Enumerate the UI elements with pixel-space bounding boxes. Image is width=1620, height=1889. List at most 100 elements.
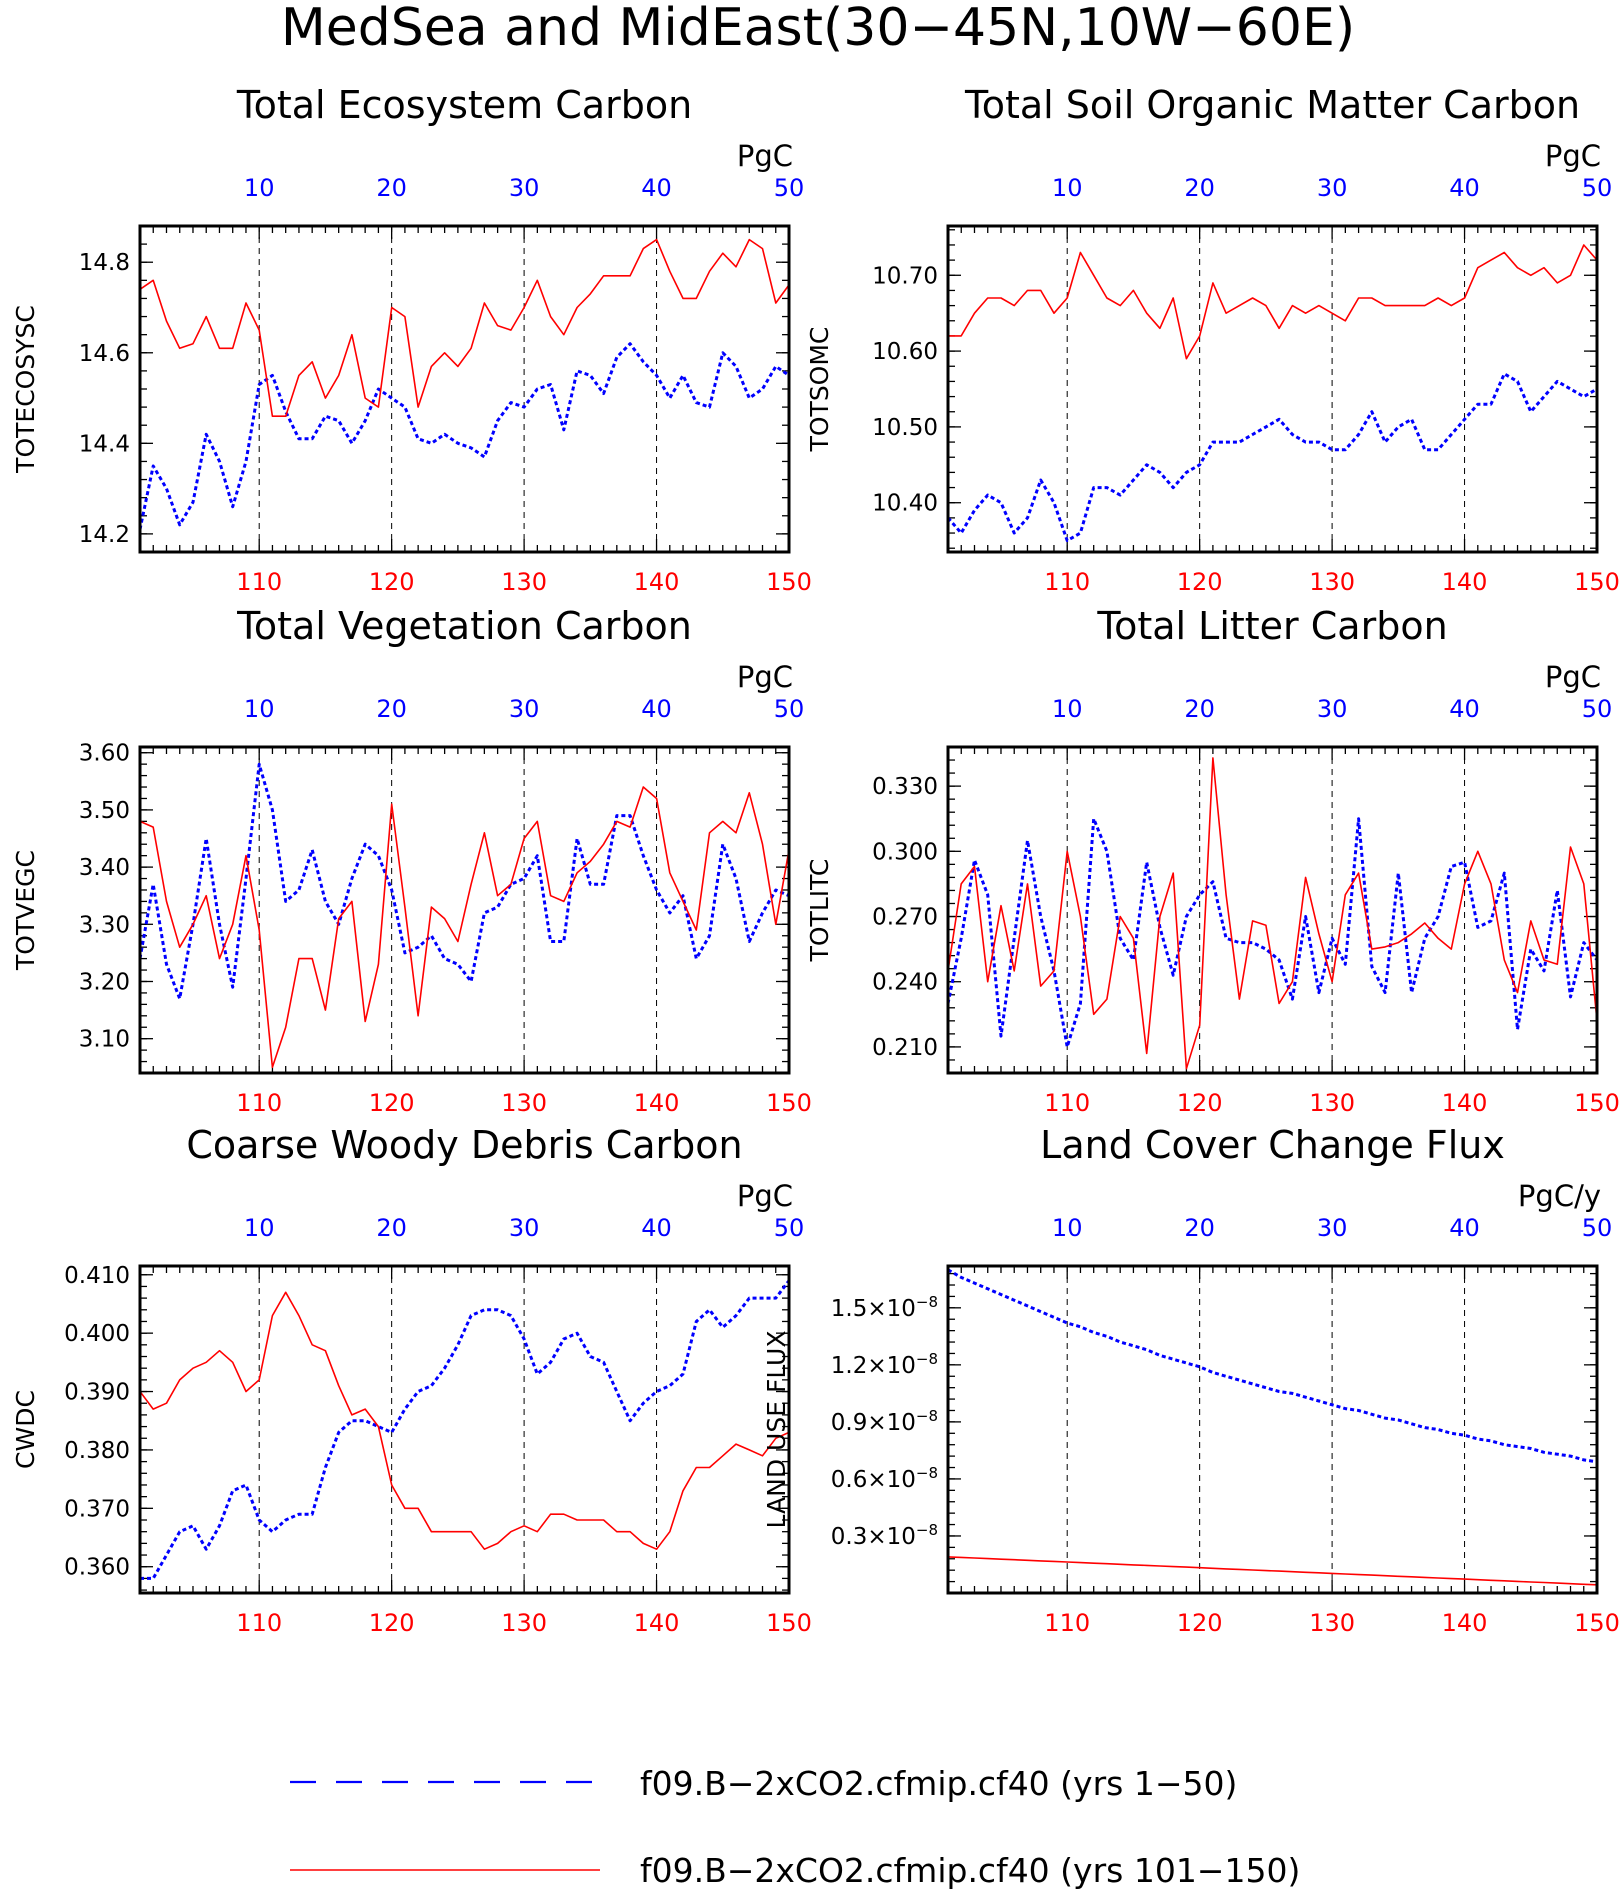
y-tick-label: 14.8 — [79, 250, 130, 276]
top-tick-label: 40 — [1449, 174, 1480, 202]
y-tick-label: 10.70 — [872, 263, 938, 289]
bottom-tick-label: 150 — [766, 568, 812, 596]
y-tick-label: 0.360 — [64, 1555, 130, 1581]
bottom-tick-label: 140 — [1442, 568, 1488, 596]
panel-title: Total Vegetation Carbon — [236, 604, 692, 648]
bottom-tick-label: 120 — [369, 568, 415, 596]
units-label: PgC — [1545, 139, 1601, 173]
top-tick-label: 30 — [1317, 1214, 1348, 1242]
bottom-tick-label: 120 — [369, 1609, 415, 1637]
legend-label-red: f09.B−2xCO2.cfmip.cf40 (yrs 101−150) — [640, 1851, 1300, 1889]
bottom-tick-label: 150 — [1574, 568, 1620, 596]
y-tick-label: 0.270 — [872, 905, 938, 931]
y-tick-label: 0.300 — [872, 839, 938, 865]
panel-frame — [946, 745, 1599, 1075]
y-tick-label: 1.5×10−8 — [831, 1293, 938, 1322]
top-tick-label: 50 — [774, 1214, 805, 1242]
chart-panel-4: Total Litter Carbon PgC 110 120 130 140 150 10 2… — [805, 604, 1620, 1117]
units-label: PgC — [737, 660, 793, 694]
top-tick-label: 50 — [1582, 174, 1613, 202]
panel-frame — [138, 745, 791, 1075]
top-tick-label: 40 — [641, 695, 672, 723]
y-tick-label: 0.390 — [64, 1380, 130, 1406]
top-tick-label: 50 — [774, 695, 805, 723]
top-tick-label: 10 — [244, 174, 275, 202]
top-tick-label: 50 — [774, 174, 805, 202]
bottom-tick-label: 130 — [501, 568, 547, 596]
top-tick-label: 10 — [1052, 174, 1083, 202]
series-line-red — [140, 1291, 789, 1550]
chart-panel-1: Total Ecosystem Carbon PgC 110 120 130 140 150… — [11, 83, 812, 596]
series-line-red — [948, 757, 1597, 1070]
bottom-tick-label: 110 — [1044, 1609, 1090, 1637]
y-tick-label: 0.9×10−8 — [831, 1407, 938, 1436]
y-tick-label: 3.10 — [79, 1027, 130, 1053]
bottom-tick-label: 110 — [236, 1609, 282, 1637]
y-tick-label: 10.50 — [872, 415, 938, 441]
bottom-tick-label: 140 — [634, 1089, 680, 1117]
units-label: PgC — [737, 139, 793, 173]
panel-frame — [138, 224, 791, 554]
y-tick-label: 14.4 — [79, 431, 130, 457]
y-tick-label: 0.330 — [872, 774, 938, 800]
bottom-tick-label: 150 — [1574, 1089, 1620, 1117]
y-tick-label: 3.20 — [79, 969, 130, 995]
bottom-tick-label: 110 — [1044, 568, 1090, 596]
y-tick-label: 0.400 — [64, 1321, 130, 1347]
y-tick-label: 0.240 — [872, 970, 938, 996]
series-line-blue — [140, 762, 789, 1001]
panel-title: Coarse Woody Debris Carbon — [186, 1123, 742, 1167]
series-line-red — [140, 238, 789, 418]
y-tick-label: 0.380 — [64, 1438, 130, 1464]
top-tick-label: 10 — [1052, 695, 1083, 723]
bottom-tick-label: 140 — [634, 568, 680, 596]
top-tick-label: 40 — [1449, 695, 1480, 723]
bottom-tick-label: 150 — [766, 1609, 812, 1637]
top-tick-label: 20 — [1184, 174, 1215, 202]
top-tick-label: 20 — [376, 695, 407, 723]
legend-label-blue: f09.B−2xCO2.cfmip.cf40 (yrs 1−50) — [640, 1764, 1237, 1803]
y-tick-label: 3.30 — [79, 912, 130, 938]
bottom-tick-label: 130 — [1309, 1089, 1355, 1117]
y-tick-label: 0.6×10−8 — [831, 1464, 938, 1493]
y-tick-label: 1.2×10−8 — [831, 1350, 938, 1379]
y-tick-label: 0.410 — [64, 1263, 130, 1289]
series-line-blue — [948, 1268, 1597, 1464]
bottom-tick-label: 130 — [1309, 1609, 1355, 1637]
y-tick-label: 10.40 — [872, 491, 938, 517]
series-line-blue — [948, 372, 1597, 543]
series-line-blue — [140, 342, 789, 530]
y-tick-label: 3.60 — [79, 741, 130, 767]
y-axis-label: CWDC — [11, 1390, 40, 1469]
series-line-blue — [948, 817, 1597, 1049]
bottom-tick-label: 130 — [1309, 568, 1355, 596]
top-tick-label: 20 — [1184, 695, 1215, 723]
bottom-tick-label: 120 — [1177, 568, 1223, 596]
y-axis-label: TOTSOMC — [805, 327, 834, 453]
top-tick-label: 30 — [1317, 695, 1348, 723]
chart-panel-3: Total Vegetation Carbon PgC 110 120 130 140 15… — [11, 604, 812, 1117]
bottom-tick-label: 150 — [1574, 1609, 1620, 1637]
y-tick-label: 3.50 — [79, 798, 130, 824]
bottom-tick-label: 120 — [1177, 1609, 1223, 1637]
bottom-tick-label: 130 — [501, 1089, 547, 1117]
panel-title: Total Litter Carbon — [1096, 604, 1447, 648]
bottom-tick-label: 110 — [236, 1089, 282, 1117]
top-tick-label: 30 — [509, 174, 540, 202]
series-line-red — [948, 1556, 1597, 1586]
top-tick-label: 10 — [1052, 1214, 1083, 1242]
top-tick-label: 50 — [1582, 1214, 1613, 1242]
top-tick-label: 30 — [509, 1214, 540, 1242]
panel-frame — [946, 1264, 1599, 1595]
chart-panel-6: Land Cover Change Flux PgC/y 110 120 130 140 1… — [762, 1123, 1620, 1637]
top-tick-label: 20 — [376, 174, 407, 202]
units-label: PgC — [737, 1179, 793, 1213]
top-tick-label: 40 — [641, 1214, 672, 1242]
panel-frame — [946, 224, 1599, 554]
bottom-tick-label: 140 — [1442, 1089, 1488, 1117]
panel-title: Land Cover Change Flux — [1040, 1123, 1505, 1167]
top-tick-label: 10 — [244, 695, 275, 723]
y-axis-label: TOTLITC — [805, 859, 834, 963]
y-tick-label: 3.40 — [79, 855, 130, 881]
